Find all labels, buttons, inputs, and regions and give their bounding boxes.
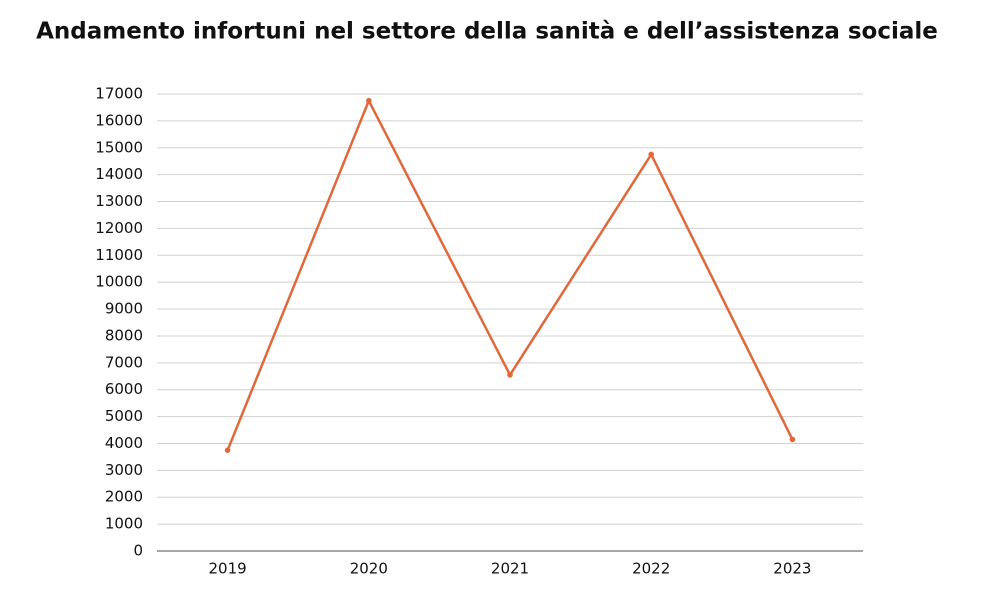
chart-title: Andamento infortuni nel settore della sa… (36, 19, 938, 45)
y-tick-label: 15000 (95, 138, 143, 156)
x-tick-label: 2022 (632, 560, 670, 578)
y-tick-label: 4000 (105, 434, 143, 452)
y-tick-label: 7000 (105, 353, 143, 371)
y-tick-label: 6000 (105, 380, 143, 398)
point (224, 447, 231, 453)
y-tick-label: 8000 (105, 326, 143, 344)
y-tick-label: 11000 (95, 246, 143, 264)
y-tick-label: 9000 (105, 300, 143, 318)
y-tick-label: 12000 (95, 219, 143, 237)
y-tick-label: 16000 (95, 111, 143, 129)
point (507, 372, 513, 378)
y-tick-label: 2000 (105, 488, 143, 506)
x-tick-label: 2019 (209, 560, 247, 578)
y-tick-label: 5000 (105, 407, 143, 425)
y-tick-label: 13000 (95, 192, 143, 210)
line (226, 99, 794, 451)
point (366, 97, 372, 104)
x-tick-label: 2023 (773, 560, 811, 578)
x-tick-label: 2021 (491, 560, 529, 578)
y-tick-label: 14000 (95, 165, 143, 183)
point (648, 151, 654, 158)
y-tick-label: 1000 (105, 515, 143, 533)
y-tick-label: 17000 (95, 85, 143, 103)
y-tick-label: 0 (133, 542, 143, 560)
point (789, 436, 796, 443)
y-tick-label: 10000 (95, 273, 143, 291)
y-tick-label: 3000 (105, 461, 143, 479)
x-tick-label: 2020 (350, 560, 388, 578)
